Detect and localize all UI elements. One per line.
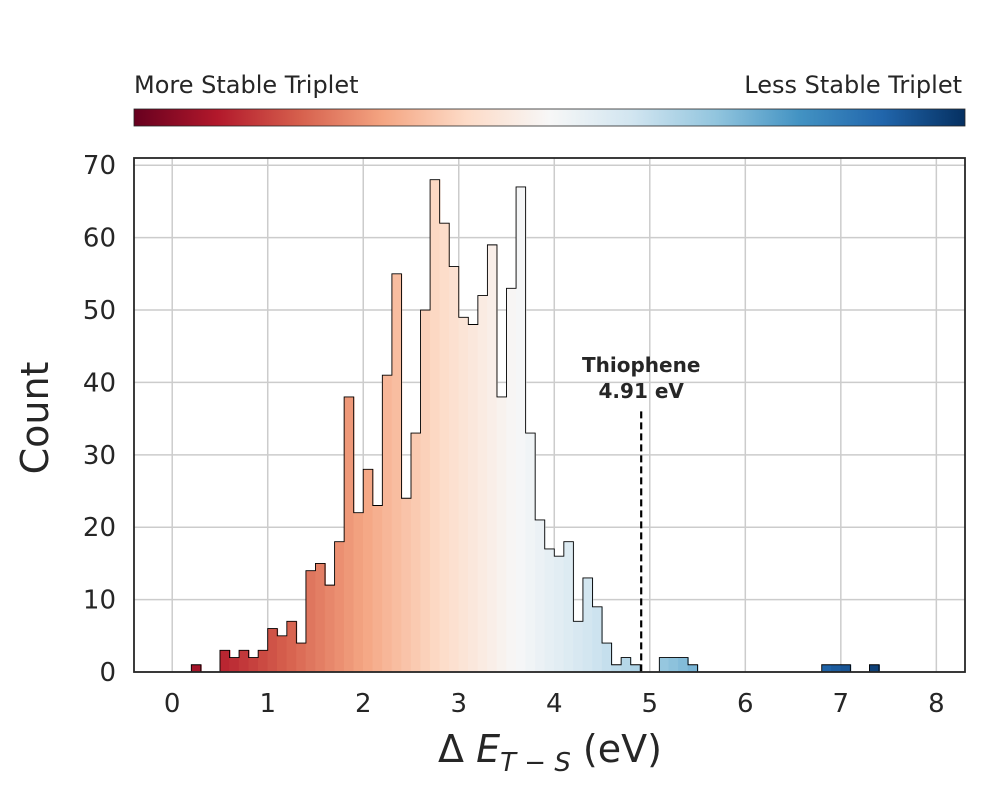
x-tick-label: 8 bbox=[928, 689, 945, 719]
histogram-bar bbox=[687, 664, 699, 673]
x-tick-label: 1 bbox=[259, 689, 276, 719]
histogram-bar bbox=[506, 288, 517, 673]
histogram-bar bbox=[363, 469, 374, 673]
histogram-bar bbox=[458, 317, 470, 673]
x-tick-labels: 0 1 2 3 4 5 6 7 8 bbox=[164, 689, 945, 719]
x-tick-label: 7 bbox=[833, 689, 850, 719]
histogram-bar bbox=[869, 664, 880, 673]
y-tick-label: 40 bbox=[83, 368, 116, 398]
histogram-bar bbox=[191, 664, 202, 673]
histogram-bar bbox=[410, 432, 422, 673]
colorbar: More Stable Triplet Less Stable Triplet bbox=[133, 71, 966, 127]
colorbar-right-label: Less Stable Triplet bbox=[744, 71, 962, 99]
y-axis-label: Count bbox=[13, 362, 57, 475]
histogram-bar bbox=[582, 577, 594, 673]
histogram-bar bbox=[219, 650, 231, 673]
axes-frame bbox=[133, 157, 966, 673]
colorbar-left-label: More Stable Triplet bbox=[134, 71, 359, 99]
histogram-bar bbox=[229, 657, 240, 673]
histogram-bar bbox=[601, 642, 613, 673]
x-tick-label: 6 bbox=[737, 689, 754, 719]
histogram-bar bbox=[668, 657, 680, 673]
histogram-bar bbox=[496, 396, 508, 673]
histogram-bar bbox=[592, 606, 603, 673]
histogram-bar bbox=[554, 555, 565, 673]
histogram-bar bbox=[429, 179, 441, 673]
histogram-bar bbox=[315, 563, 326, 673]
histogram-bar bbox=[611, 664, 622, 673]
histogram-bar bbox=[659, 657, 670, 673]
histogram-bar bbox=[296, 642, 307, 673]
histogram-bar bbox=[267, 628, 279, 673]
histogram-bar bbox=[382, 374, 393, 673]
histogram-bar bbox=[573, 621, 584, 673]
histogram-bar bbox=[401, 498, 412, 673]
x-tick-label: 5 bbox=[642, 689, 659, 719]
histogram-bar bbox=[391, 273, 403, 673]
histogram-bar bbox=[372, 505, 384, 673]
y-tick-label: 50 bbox=[83, 296, 116, 326]
histogram-bar bbox=[334, 541, 345, 673]
x-axis-label-subscript: T − S bbox=[500, 748, 571, 778]
y-tick-labels: 0 10 20 30 40 50 60 70 bbox=[83, 151, 116, 688]
histogram-bar bbox=[449, 266, 460, 673]
histogram-bar bbox=[678, 657, 689, 673]
histogram-bar bbox=[277, 635, 288, 673]
x-axis-label-prefix: Δ bbox=[438, 727, 476, 771]
histogram-bar bbox=[544, 548, 556, 673]
annotation-label: Thiophene bbox=[582, 353, 700, 377]
x-axis-label: Δ ET − S (eV) bbox=[438, 727, 662, 778]
annotation-value: 4.91 eV bbox=[599, 379, 685, 403]
y-tick-label: 10 bbox=[83, 586, 116, 616]
y-tick-label: 20 bbox=[83, 513, 116, 543]
x-tick-label: 4 bbox=[546, 689, 563, 719]
histogram-bar bbox=[563, 541, 575, 673]
histogram-bar bbox=[238, 650, 250, 673]
y-tick-label: 70 bbox=[83, 151, 116, 181]
histogram-bar bbox=[343, 396, 355, 673]
histogram-bar bbox=[840, 664, 852, 673]
histogram-bar bbox=[353, 512, 365, 673]
histogram-bar bbox=[620, 657, 632, 673]
x-tick-label: 3 bbox=[450, 689, 467, 719]
histogram-bar bbox=[324, 584, 336, 673]
x-tick-label: 2 bbox=[355, 689, 372, 719]
y-tick-label: 60 bbox=[83, 224, 116, 254]
y-tick-label: 0 bbox=[99, 658, 116, 688]
x-axis-label-symbol: E bbox=[476, 727, 500, 771]
histogram-bar bbox=[630, 664, 642, 673]
y-tick-label: 30 bbox=[83, 441, 116, 471]
thiophene-annotation: Thiophene 4.91 eV bbox=[582, 353, 700, 672]
histogram-bar bbox=[468, 324, 479, 673]
histogram-bar bbox=[515, 186, 527, 673]
histogram-bar bbox=[257, 650, 269, 673]
histogram-bar bbox=[831, 664, 842, 673]
colorbar-gradient bbox=[133, 108, 966, 127]
x-tick-label: 0 bbox=[164, 689, 181, 719]
histogram-bar bbox=[305, 570, 317, 673]
histogram-bar bbox=[525, 432, 536, 673]
histogram-bar bbox=[420, 309, 431, 673]
histogram-bar bbox=[286, 621, 298, 673]
histogram-bar bbox=[439, 222, 451, 673]
x-axis-label-suffix: (eV) bbox=[571, 727, 662, 771]
histogram-bar bbox=[487, 244, 498, 673]
histogram-bar bbox=[821, 664, 833, 673]
histogram-bar bbox=[477, 295, 489, 673]
histogram-bar bbox=[248, 657, 259, 673]
histogram-bar bbox=[534, 519, 546, 673]
